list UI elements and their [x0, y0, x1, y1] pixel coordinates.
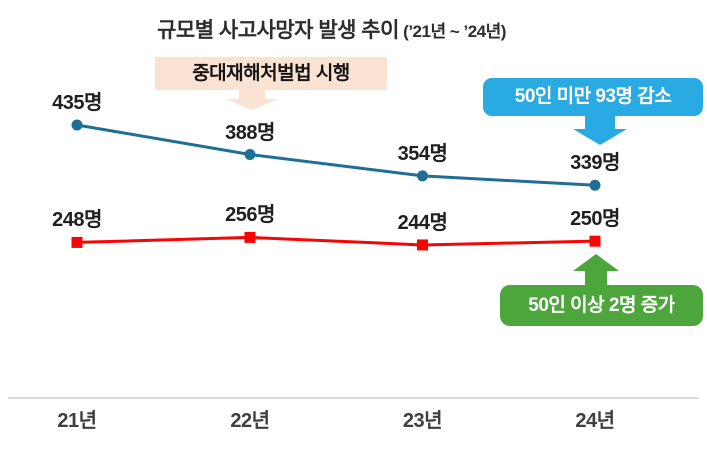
data-label-over-50: 248명: [52, 209, 102, 232]
series-marker-under-50: [417, 170, 428, 182]
law-down-arrow-shape: [226, 90, 278, 110]
chart-title-text: 규모별 사고사망자 발생 추이: [157, 19, 399, 42]
series-marker-under-50: [244, 149, 256, 161]
data-label-under-50: 435명: [52, 92, 102, 114]
series-marker-over-50: [417, 239, 428, 251]
chart-title-range: (’21년 ~ ’24년): [398, 22, 506, 41]
increase-callout: 50인 이상 2명 증가: [500, 285, 703, 326]
x-axis-label: 24년: [575, 410, 615, 432]
series-line-under-50: [76, 123, 596, 187]
decrease-down-arrow-icon: [573, 115, 627, 145]
data-label-under-50: 354명: [397, 142, 448, 165]
x-axis-label: 22년: [230, 410, 270, 432]
data-label-over-50: 256명: [225, 204, 275, 227]
data-label-over-50: 250명: [570, 208, 620, 231]
series-marker-over-50: [244, 231, 256, 243]
decrease-callout: 50인 미만 93명 감소: [483, 78, 703, 116]
series-marker-under-50: [589, 179, 601, 191]
x-axis-label: 23년: [402, 410, 443, 432]
increase-up-arrow-icon: [573, 254, 619, 285]
series-line-over-50: [76, 235, 596, 247]
x-axis-label: 21년: [57, 410, 97, 432]
increase-up-arrow-shape: [573, 254, 619, 285]
data-label-over-50: 244명: [397, 211, 448, 234]
series-marker-over-50: [71, 236, 83, 248]
series-marker-under-50: [71, 119, 83, 131]
data-label-under-50: 388명: [225, 121, 275, 144]
law-down-arrow-icon: [226, 90, 278, 110]
decrease-down-arrow-shape: [573, 115, 627, 145]
law-enforcement-callout: 중대재해처벌법 시행: [155, 57, 387, 90]
series-marker-over-50: [589, 235, 601, 247]
chart-title: 규모별 사고사망자 발생 추이 (’21년 ~ ’24년): [0, 14, 685, 44]
data-label-under-50: 339명: [570, 152, 620, 175]
